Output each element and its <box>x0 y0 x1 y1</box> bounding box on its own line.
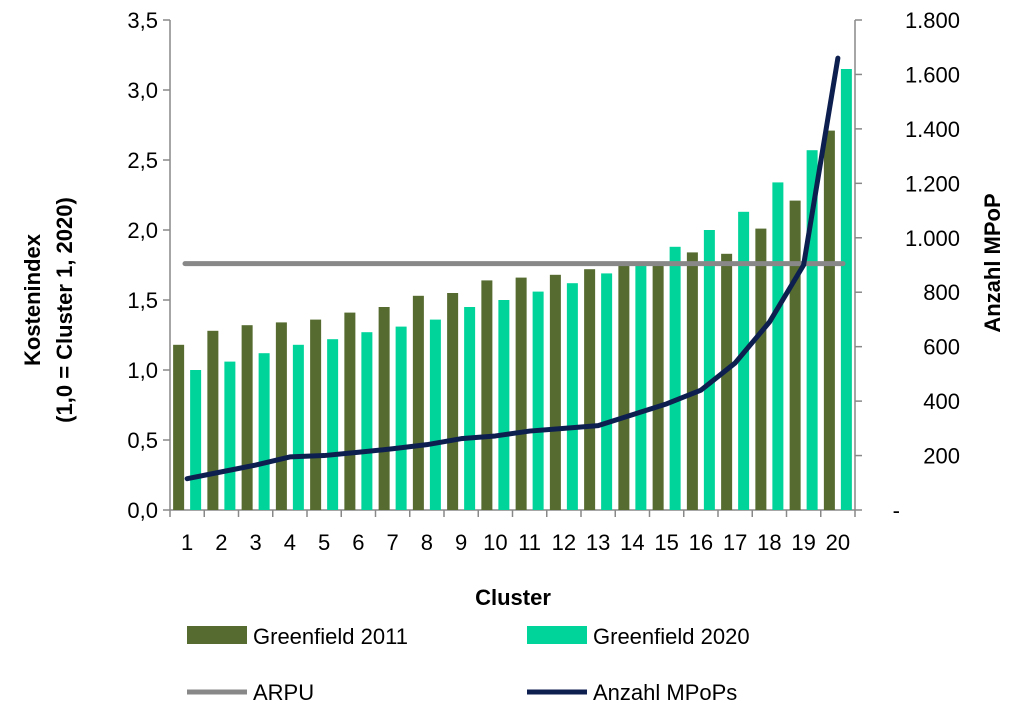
bar-greenfield-2011-4 <box>275 322 287 510</box>
y2-tick-label: - <box>893 498 900 523</box>
bar-greenfield-2020-10 <box>498 300 510 510</box>
bar-greenfield-2020-18 <box>772 182 784 510</box>
bar-greenfield-2020-2 <box>224 361 236 510</box>
legend-label-greenfield-2020: Greenfield 2020 <box>593 624 750 649</box>
y-tick-label: 3,5 <box>127 8 158 33</box>
x-tick-label: 2 <box>215 530 227 555</box>
y-tick-label: 3,0 <box>127 78 158 103</box>
bar-greenfield-2020-16 <box>703 230 715 510</box>
y2-tick-label: 1.800 <box>905 8 960 33</box>
y2-tick-label: 1.000 <box>905 226 960 251</box>
bar-greenfield-2020-20 <box>840 69 852 510</box>
bar-greenfield-2020-19 <box>806 150 818 510</box>
bar-greenfield-2020-8 <box>429 319 441 510</box>
x-axis-title: Cluster <box>475 585 551 610</box>
bar-greenfield-2020-7 <box>395 326 407 510</box>
bar-greenfield-2011-16 <box>686 252 698 510</box>
y-axis-title-line1: Kostenindex <box>20 233 45 366</box>
bar-greenfield-2011-2 <box>207 330 219 510</box>
bar-greenfield-2011-17 <box>721 253 733 511</box>
bar-greenfield-2020-17 <box>738 211 750 511</box>
x-tick-label: 7 <box>387 530 399 555</box>
y2-tick-label: 1.200 <box>905 171 960 196</box>
y-tick-label: 0,5 <box>127 428 158 453</box>
x-tick-label: 1 <box>181 530 193 555</box>
legend-label-anzahl-mpops: Anzahl MPoPs <box>593 680 737 705</box>
bar-greenfield-2011-19 <box>789 200 801 510</box>
bar-greenfield-2011-14 <box>618 265 630 510</box>
bar-greenfield-2011-8 <box>412 295 424 510</box>
bar-greenfield-2020-3 <box>258 353 270 510</box>
x-tick-label: 15 <box>654 530 678 555</box>
bar-greenfield-2011-18 <box>755 228 767 510</box>
x-tick-label: 20 <box>826 530 850 555</box>
y-axis-title-line2: (1,0 = Cluster 1, 2020) <box>52 197 77 423</box>
legend-label-arpu: ARPU <box>253 680 314 705</box>
bar-greenfield-2011-12 <box>549 274 561 510</box>
bar-greenfield-2011-3 <box>241 325 253 510</box>
y2-tick-label: 1.400 <box>905 117 960 142</box>
x-tick-label: 17 <box>723 530 747 555</box>
legend: Greenfield 2011 Greenfield 2020 ARPU Anz… <box>187 624 750 705</box>
x-tick-label: 19 <box>791 530 815 555</box>
y2-tick-label: 400 <box>923 389 960 414</box>
legend-label-greenfield-2011: Greenfield 2011 <box>253 624 408 649</box>
bar-greenfield-2011-1 <box>173 344 185 510</box>
y-tick-label: 1,0 <box>127 358 158 383</box>
lines <box>182 55 846 482</box>
y-tick-label: 2,0 <box>127 218 158 243</box>
x-tick-label: 6 <box>352 530 364 555</box>
x-tick-label: 18 <box>757 530 781 555</box>
bar-greenfield-2011-13 <box>584 269 596 510</box>
bar-greenfield-2020-6 <box>361 332 373 510</box>
bar-greenfield-2011-10 <box>481 280 493 510</box>
x-tick-label: 5 <box>318 530 330 555</box>
bar-greenfield-2020-15 <box>669 246 681 511</box>
x-tick-label: 3 <box>250 530 262 555</box>
y-tick-label: 1,5 <box>127 288 158 313</box>
bar-greenfield-2020-1 <box>190 370 202 510</box>
bar-greenfield-2011-11 <box>515 277 527 510</box>
bar-greenfield-2020-14 <box>635 262 647 510</box>
bar-greenfield-2020-4 <box>292 344 304 510</box>
x-tick-label: 9 <box>455 530 467 555</box>
x-tick-label: 16 <box>689 530 713 555</box>
y2-tick-label: 200 <box>923 444 960 469</box>
x-tick-label: 13 <box>586 530 610 555</box>
y2-tick-label: 800 <box>923 280 960 305</box>
bar-greenfield-2020-5 <box>327 339 339 510</box>
bars <box>173 69 852 511</box>
legend-swatch-greenfield-2011 <box>187 626 247 644</box>
x-tick-label: 8 <box>421 530 433 555</box>
line-anzahl-mpops <box>184 55 841 482</box>
x-tick-label: 14 <box>620 530 644 555</box>
bar-greenfield-2011-6 <box>344 312 356 510</box>
bar-greenfield-2020-11 <box>532 291 544 510</box>
tick-labels: 0,0 0,5 1,0 1,5 2,0 2,5 3,0 3,5 - 200 400 600 800 1.0… <box>127 8 960 555</box>
y2-tick-label: 1.600 <box>905 62 960 87</box>
bar-greenfield-2011-5 <box>310 319 322 510</box>
y-tick-label: 2,5 <box>127 148 158 173</box>
x-tick-label: 11 <box>518 530 541 555</box>
bar-greenfield-2020-9 <box>464 307 476 510</box>
bar-greenfield-2011-7 <box>378 307 390 510</box>
x-tick-label: 10 <box>483 530 507 555</box>
y-tick-label: 0,0 <box>127 498 158 523</box>
x-tick-label: 4 <box>284 530 296 555</box>
bar-greenfield-2020-13 <box>601 273 613 510</box>
bar-greenfield-2011-15 <box>652 263 664 510</box>
bar-greenfield-2020-12 <box>566 283 578 510</box>
x-tick-label: 12 <box>552 530 576 555</box>
bar-greenfield-2011-9 <box>447 293 459 510</box>
y2-axis-title: Anzahl MPoP <box>980 193 1005 332</box>
bar-greenfield-2011-20 <box>823 130 835 510</box>
y2-tick-label: 600 <box>923 335 960 360</box>
legend-swatch-greenfield-2020 <box>527 626 587 644</box>
